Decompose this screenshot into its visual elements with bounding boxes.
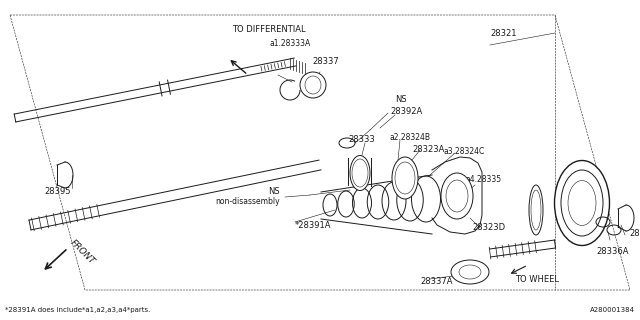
Ellipse shape	[441, 173, 473, 219]
Ellipse shape	[392, 157, 418, 199]
Text: 28392A: 28392A	[390, 108, 422, 116]
Ellipse shape	[300, 72, 326, 98]
Text: NS: NS	[395, 95, 406, 105]
Text: a1.28333A: a1.28333A	[270, 38, 311, 47]
Text: 28321: 28321	[490, 28, 516, 37]
Text: 28337A: 28337A	[420, 277, 452, 286]
Text: 28333: 28333	[348, 135, 375, 145]
Text: FRONT: FRONT	[68, 238, 96, 266]
Ellipse shape	[554, 161, 609, 245]
Text: a3.28324C: a3.28324C	[444, 147, 485, 156]
Text: TO DIFFERENTIAL: TO DIFFERENTIAL	[232, 26, 306, 35]
Text: 28323A: 28323A	[412, 146, 444, 155]
Text: 28323D: 28323D	[472, 223, 505, 233]
Text: NS: NS	[268, 188, 280, 196]
Ellipse shape	[529, 185, 543, 235]
Text: non-disassembly: non-disassembly	[216, 197, 280, 206]
Text: 28395: 28395	[629, 229, 640, 238]
Text: TO WHEEL: TO WHEEL	[515, 276, 559, 284]
Ellipse shape	[350, 156, 370, 190]
Text: 28395: 28395	[45, 188, 71, 196]
Ellipse shape	[451, 260, 489, 284]
Text: A280001384: A280001384	[590, 307, 635, 313]
Text: a4.28335: a4.28335	[465, 175, 501, 185]
Text: a2.28324B: a2.28324B	[390, 133, 431, 142]
Text: 28337: 28337	[312, 58, 339, 67]
Text: *28391A does include*a1,a2,a3,a4*parts.: *28391A does include*a1,a2,a3,a4*parts.	[5, 307, 150, 313]
Text: *28391A: *28391A	[295, 220, 332, 229]
Text: 28336A: 28336A	[596, 247, 628, 257]
